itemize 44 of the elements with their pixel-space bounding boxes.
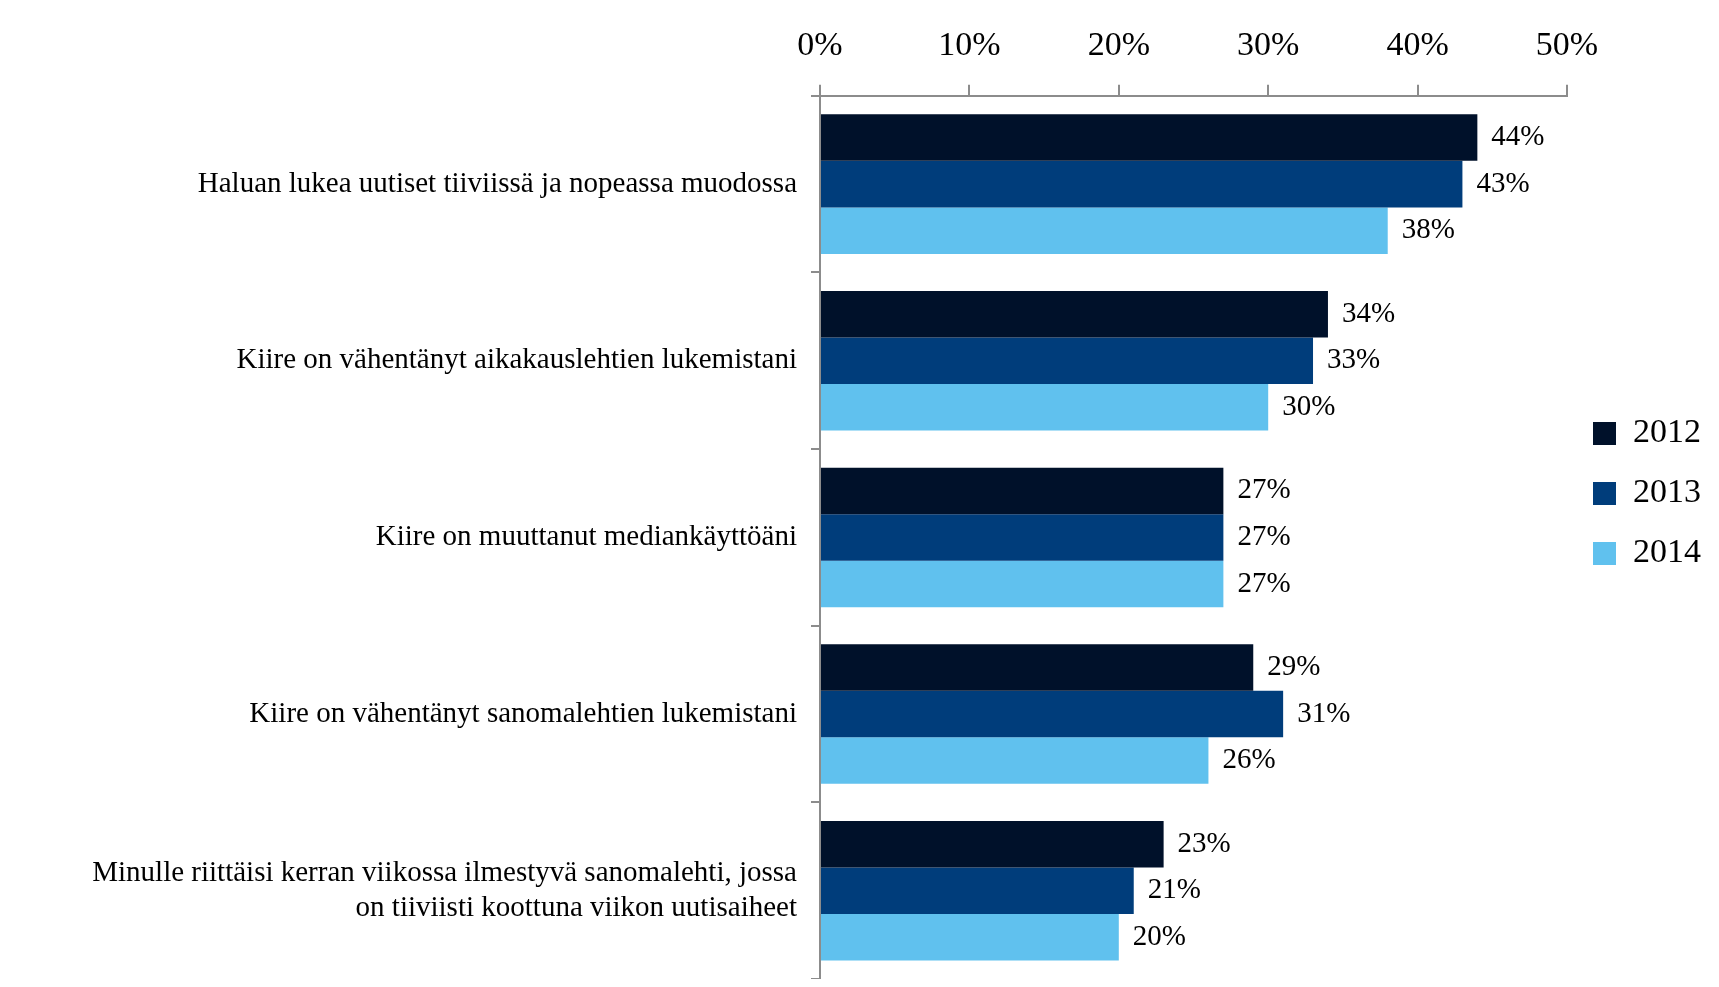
- y-tick-label: Haluan lukea uutiset tiiviissä ja nopeassa muodossa: [197, 165, 798, 198]
- bar: [821, 467, 1224, 515]
- bar: [821, 384, 1269, 431]
- y-tick-label: Kiire on vähentänyt sanomalehtien lukemistani: [249, 695, 797, 728]
- bar: [821, 690, 1284, 738]
- legend-label: 2013: [1633, 472, 1701, 510]
- bar: [821, 290, 1328, 338]
- bar: [821, 160, 1463, 208]
- bar: [821, 560, 1224, 608]
- data-label: 33%: [1327, 342, 1381, 375]
- data-label: 38%: [1401, 212, 1455, 245]
- data-label: 20%: [1132, 918, 1186, 951]
- x-tick-label: 0%: [797, 25, 843, 63]
- data-label: 27%: [1237, 519, 1291, 552]
- bar: [821, 820, 1164, 868]
- data-label: 43%: [1476, 165, 1530, 198]
- data-label: 26%: [1222, 742, 1276, 775]
- legend-label: 2012: [1633, 412, 1701, 450]
- bar: [821, 207, 1388, 254]
- bar: [821, 114, 1478, 161]
- data-label: 29%: [1267, 649, 1321, 682]
- x-tick-label: 20%: [1087, 25, 1150, 63]
- x-tick-label: 50%: [1535, 25, 1599, 63]
- legend-label: 2014: [1633, 532, 1701, 570]
- y-tick-label: Kiire on muuttanut mediankäyttöäni: [375, 519, 797, 552]
- bar: [821, 514, 1224, 561]
- data-label: 30%: [1282, 388, 1336, 421]
- data-label: 27%: [1237, 472, 1291, 505]
- bar: [821, 737, 1209, 784]
- data-label: 21%: [1147, 872, 1201, 905]
- data-label: 23%: [1177, 825, 1231, 858]
- bar: [821, 867, 1134, 914]
- y-tick-label: Kiire on vähentänyt aikakauslehtien lukemistani: [236, 342, 797, 375]
- data-label: 34%: [1341, 295, 1396, 328]
- x-tick-label: 40%: [1386, 25, 1449, 63]
- bar: [821, 913, 1119, 961]
- x-tick-label: 30%: [1237, 25, 1300, 63]
- data-label: 44%: [1491, 119, 1545, 152]
- data-label: 27%: [1237, 565, 1291, 598]
- x-tick-label: 10%: [938, 25, 1001, 63]
- bar: [821, 337, 1314, 385]
- y-tick-label: Minulle riittäisi kerran viikossa ilmestyvä sanomalehti, jossa on tiiviisti koottuna viikon uutisaiheet: [92, 854, 798, 922]
- data-label: 31%: [1297, 695, 1351, 728]
- bar: [821, 644, 1254, 691]
